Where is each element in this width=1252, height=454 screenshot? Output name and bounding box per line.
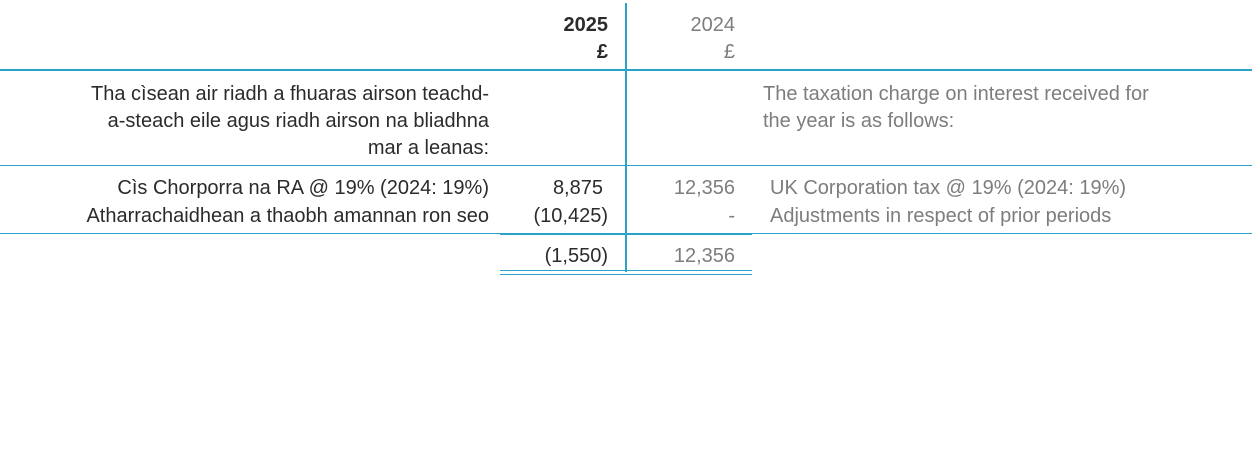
subtotal-rule-left <box>0 233 500 234</box>
total-double-rule-top <box>500 270 752 271</box>
header-rule <box>0 69 1252 71</box>
total-double-rule-bottom <box>500 274 752 275</box>
intro-rule <box>0 165 1252 166</box>
header-currency-current: £ <box>596 41 608 63</box>
total-value-prior: 12,356 <box>673 245 735 267</box>
intro-gaelic-line-2: a-steach eile agus riadh airson na bliad… <box>107 110 489 132</box>
row-1-value-current: 8,875 <box>552 177 603 199</box>
row-1-gaelic-label: Cìs Chorporra na RA @ 19% (2024: 19%) <box>117 177 489 199</box>
intro-gaelic-line-1: Tha cìsean air riadh a fhuaras airson te… <box>91 83 489 105</box>
subtotal-rule-right <box>752 233 1252 234</box>
header-year-prior: 2024 <box>690 14 736 36</box>
header-currency-prior: £ <box>723 41 735 63</box>
row-2-value-current: (10,425) <box>533 205 609 227</box>
header-year-current: 2025 <box>563 14 609 36</box>
intro-english-line-2: the year is as follows: <box>763 110 955 132</box>
column-divider <box>625 3 627 272</box>
intro-english-line-1: The taxation charge on interest received… <box>763 83 1149 105</box>
row-2-gaelic-label: Atharrachaidhean a thaobh amannan ron se… <box>86 205 489 227</box>
row-2-value-prior: - <box>728 205 735 227</box>
row-1-english-label: UK Corporation tax @ 19% (2024: 19%) <box>770 177 1127 199</box>
subtotal-rule-values <box>500 233 752 235</box>
intro-gaelic-line-3: mar a leanas: <box>367 137 489 159</box>
row-2-english-label: Adjustments in respect of prior periods <box>770 205 1112 227</box>
total-value-current: (1,550) <box>544 245 608 267</box>
row-1-value-prior: 12,356 <box>673 177 735 199</box>
